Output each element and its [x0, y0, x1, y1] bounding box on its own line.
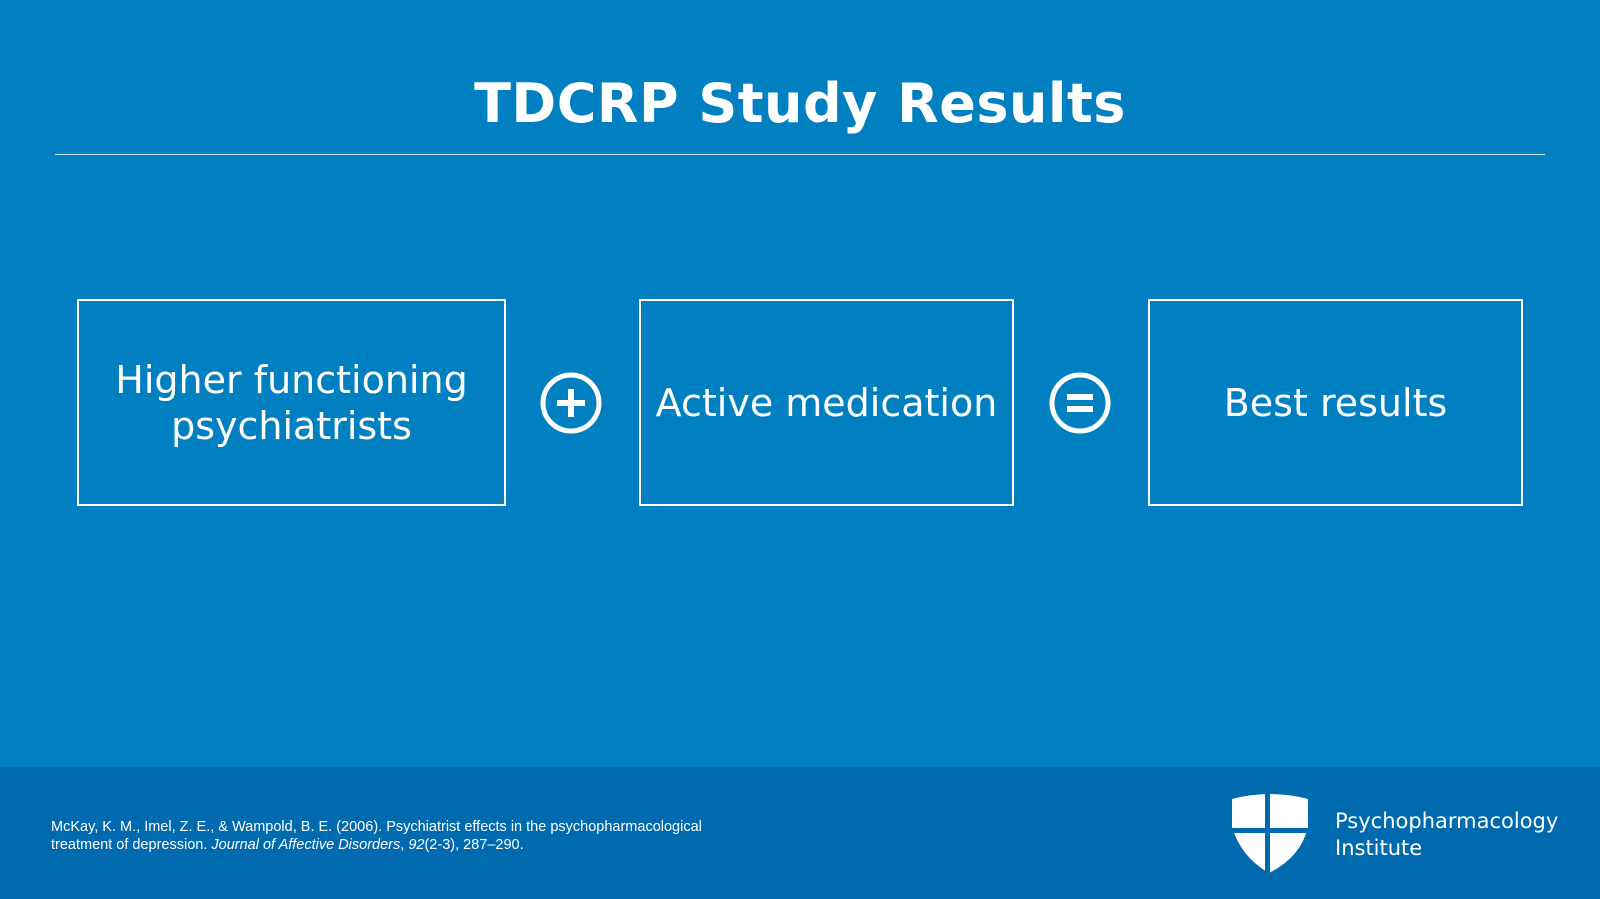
- box-higher-functioning-psychiatrists: Higher functioning psychiatrists: [77, 299, 506, 506]
- footer-bar: [0, 767, 1600, 899]
- plus-circle-icon: [540, 372, 602, 434]
- box-active-medication: Active medication: [639, 299, 1014, 506]
- logo-line-1: Psychopharmacology: [1335, 809, 1559, 833]
- shield-icon: [1229, 793, 1311, 873]
- citation-line-2-prefix: treatment of depression.: [51, 837, 212, 853]
- citation-journal: Journal of Affective Disorders: [211, 837, 401, 853]
- citation-line-2: treatment of depression. Journal of Affe…: [51, 836, 771, 854]
- box-best-results: Best results: [1148, 299, 1523, 506]
- citation: McKay, K. M., Imel, Z. E., & Wampold, B.…: [51, 818, 771, 854]
- logo-line-2: Institute: [1335, 836, 1423, 860]
- citation-pages: (2-3), 287–290.: [424, 837, 524, 853]
- logo-wordmark: Psychopharmacology Institute: [1335, 808, 1558, 862]
- box-label: Best results: [1223, 380, 1448, 425]
- citation-separator: ,: [400, 837, 409, 853]
- slide-title: TDCRP Study Results: [474, 72, 1126, 135]
- citation-volume: 92: [408, 837, 425, 853]
- citation-line-1: McKay, K. M., Imel, Z. E., & Wampold, B.…: [51, 819, 702, 835]
- title-divider: [55, 154, 1545, 155]
- box-label: Higher functioning psychiatrists: [115, 357, 468, 448]
- box-label: Active medication: [655, 380, 998, 425]
- equals-circle-icon: [1049, 372, 1111, 434]
